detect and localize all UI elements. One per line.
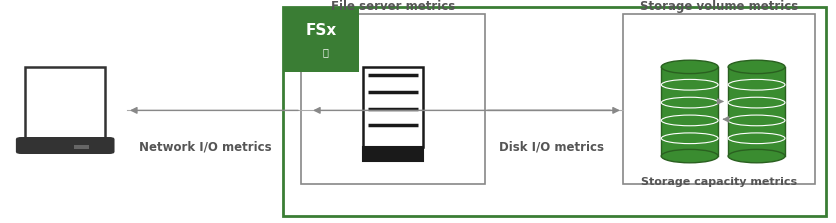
Ellipse shape	[728, 133, 785, 144]
Text: ⎗: ⎗	[322, 47, 329, 57]
Bar	[363, 147, 423, 161]
Ellipse shape	[661, 115, 718, 126]
Text: Storage volume metrics: Storage volume metrics	[640, 0, 798, 13]
Ellipse shape	[661, 60, 718, 74]
Bar	[301, 14, 485, 184]
Bar	[74, 145, 89, 149]
Text: Network I/O metrics: Network I/O metrics	[139, 141, 271, 154]
Bar	[32, 73, 99, 128]
Ellipse shape	[661, 79, 718, 90]
Ellipse shape	[728, 60, 785, 74]
Bar	[728, 67, 785, 156]
Bar	[25, 67, 105, 138]
Text: Disk I/O metrics: Disk I/O metrics	[499, 141, 604, 154]
Bar	[623, 14, 815, 184]
Text: File server metrics: File server metrics	[331, 0, 455, 13]
Text: Storage capacity metrics: Storage capacity metrics	[641, 177, 797, 187]
Bar	[283, 7, 826, 216]
Ellipse shape	[728, 115, 785, 126]
FancyBboxPatch shape	[17, 138, 113, 153]
Ellipse shape	[661, 97, 718, 108]
Bar	[661, 67, 718, 156]
Ellipse shape	[661, 133, 718, 144]
Text: FSx: FSx	[305, 23, 337, 38]
Ellipse shape	[728, 149, 785, 163]
Bar	[283, 7, 359, 72]
Ellipse shape	[728, 97, 785, 108]
Ellipse shape	[661, 149, 718, 163]
Ellipse shape	[728, 79, 785, 90]
Bar	[363, 67, 423, 147]
